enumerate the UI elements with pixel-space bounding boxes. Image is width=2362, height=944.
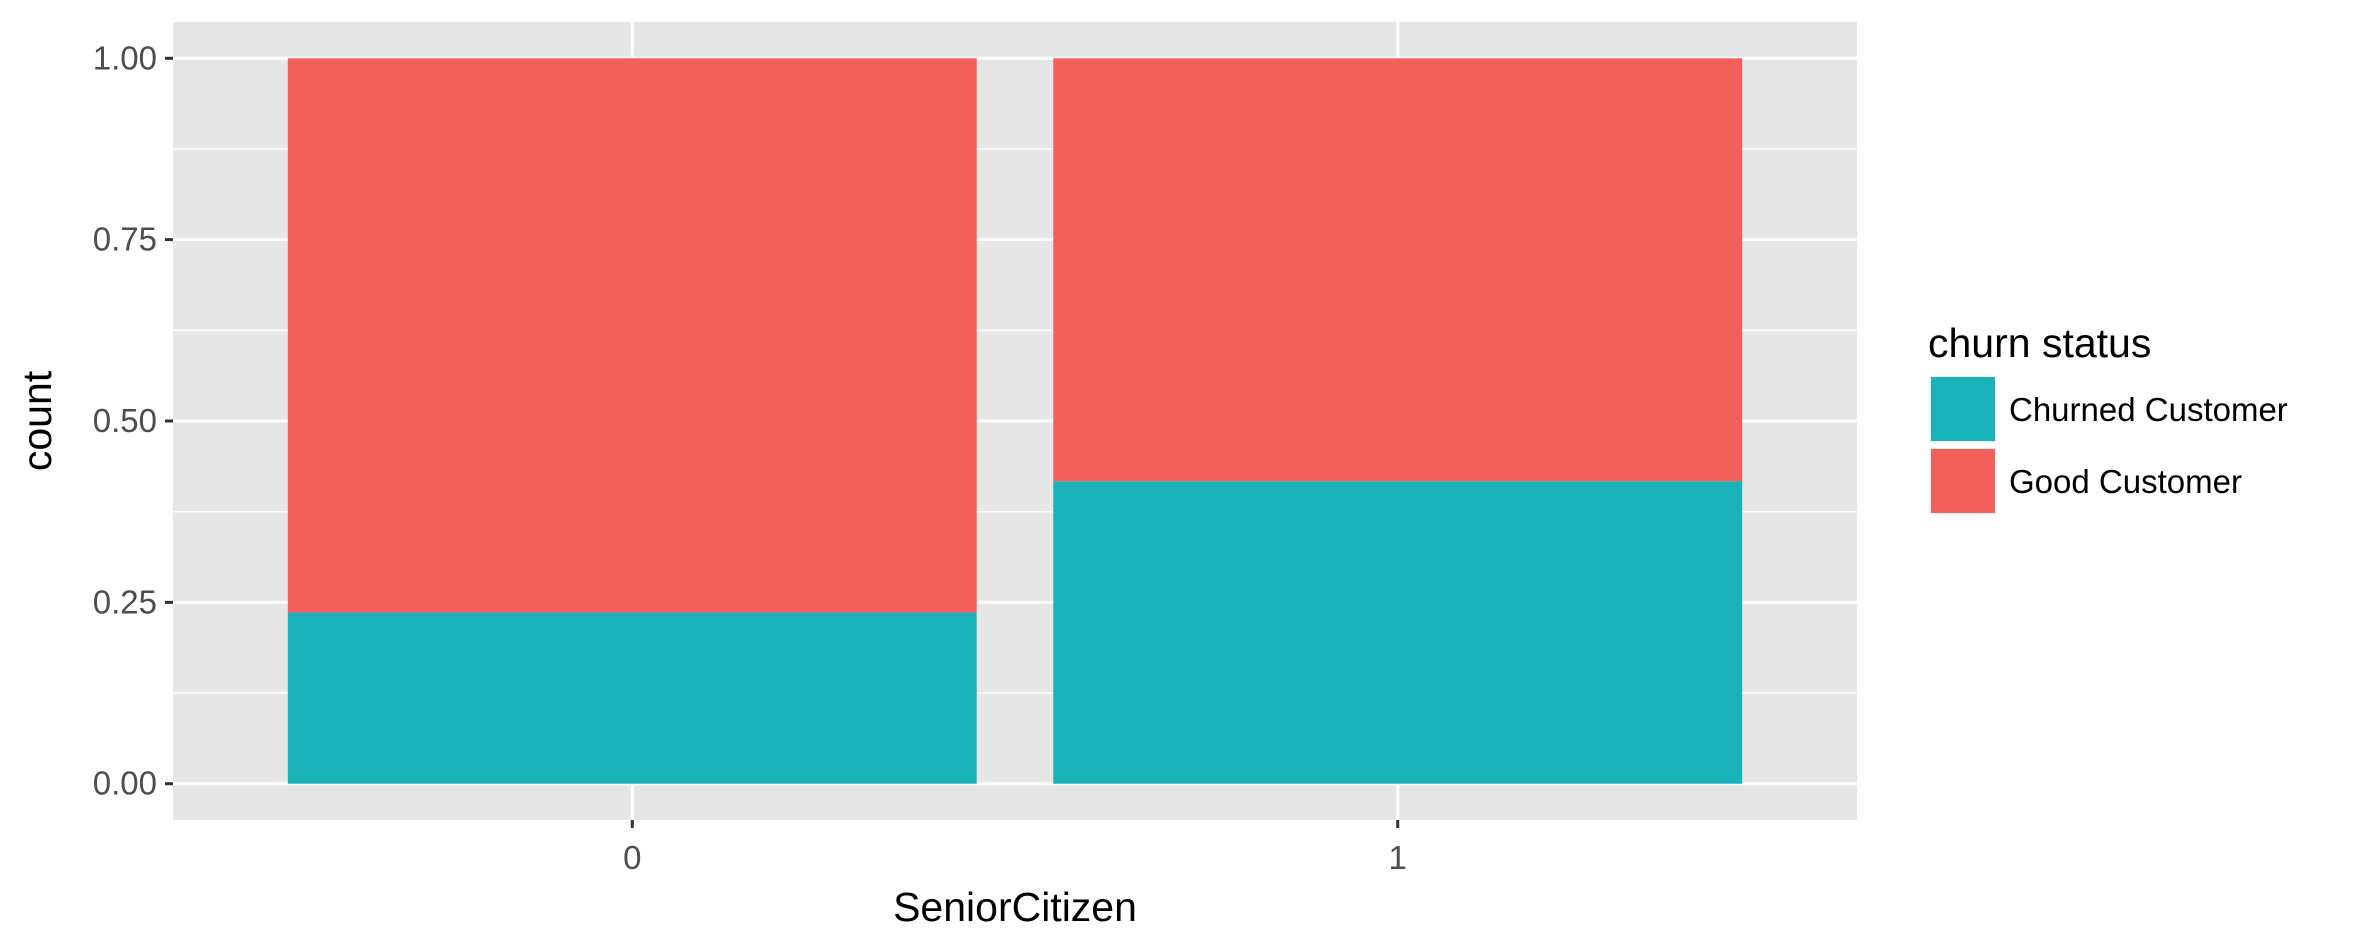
y-axis: 0.00 0.25 0.50 0.75 1.00 — [93, 39, 173, 802]
legend: churn status Churned Customer Good Custom… — [1928, 320, 2288, 514]
y-tick-label: 0.00 — [93, 765, 157, 802]
y-tick-label: 1.00 — [93, 39, 157, 76]
x-tick-label: 1 — [1389, 839, 1407, 876]
bar-segment — [287, 58, 977, 613]
legend-items: Churned Customer Good Customer — [1930, 376, 2288, 514]
legend-label: Good Customer — [2009, 463, 2242, 500]
y-tick-label: 0.25 — [93, 583, 157, 620]
y-axis-title: count — [14, 370, 60, 471]
bar-segment — [1053, 481, 1743, 784]
legend-label: Churned Customer — [2009, 391, 2288, 428]
legend-swatch — [1931, 377, 1995, 441]
y-tick-label: 0.75 — [93, 221, 157, 258]
x-axis-title: SeniorCitizen — [893, 884, 1137, 930]
y-tick-label: 0.50 — [93, 402, 157, 439]
bar-segment — [1053, 58, 1743, 482]
x-tick-label: 0 — [623, 839, 641, 876]
bar-segment — [287, 612, 977, 784]
legend-swatch — [1931, 449, 1995, 513]
legend-title: churn status — [1928, 320, 2151, 366]
bars — [287, 58, 1743, 784]
